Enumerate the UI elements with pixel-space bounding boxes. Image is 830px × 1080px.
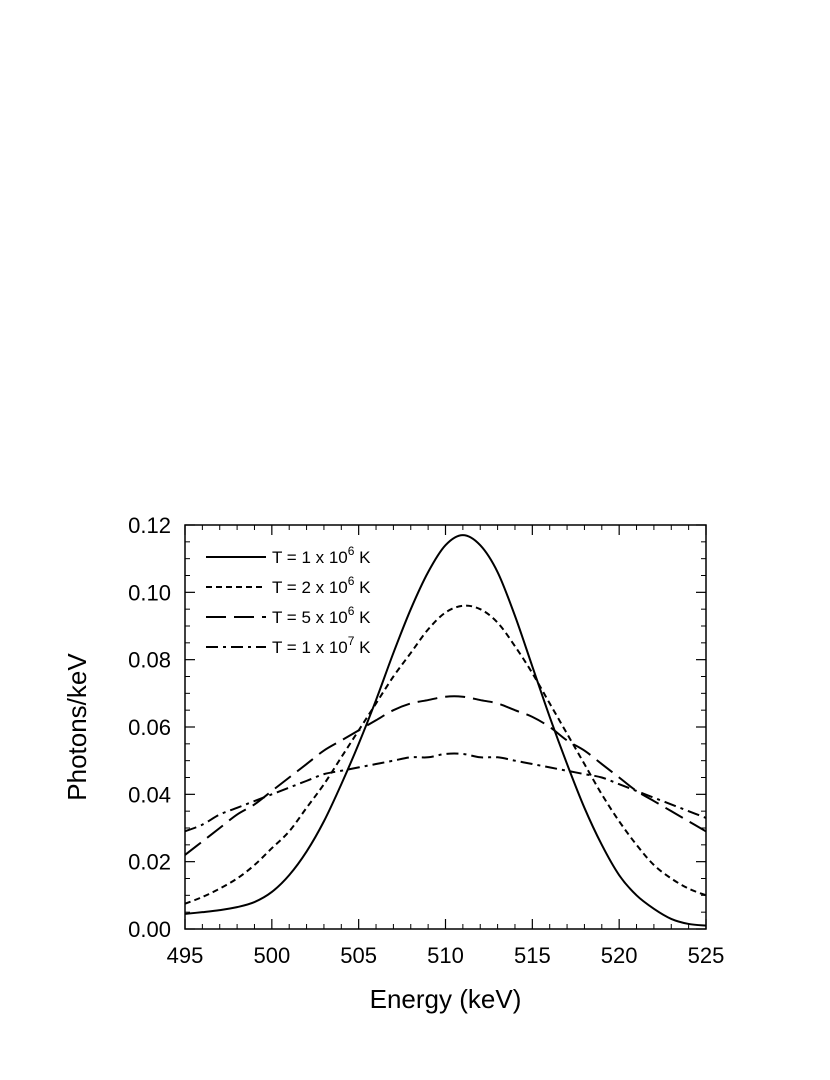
x-tick-label: 525 [688, 943, 725, 968]
x-tick-label: 515 [514, 943, 551, 968]
y-tick-label: 0.02 [128, 850, 171, 875]
series-line-2 [185, 604, 706, 905]
x-tick-label: 495 [167, 943, 204, 968]
y-tick-label: 0.00 [128, 917, 171, 942]
y-tick-label: 0.08 [128, 648, 171, 673]
plot-frame [184, 524, 707, 930]
x-tick-label: 505 [340, 943, 377, 968]
x-axis-title: Energy (keV) [370, 984, 522, 1014]
legend-label-2: T = 2 x 106 K [272, 574, 371, 597]
series-line-4 [185, 752, 706, 833]
y-tick-label: 0.12 [128, 513, 171, 538]
x-tick-label: 520 [601, 943, 638, 968]
legend-label-1: T = 1 x 106 K [272, 544, 371, 567]
y-tick-label: 0.10 [128, 580, 171, 605]
legend-label-4: T = 1 x 107 K [272, 634, 371, 657]
legend-label-3: T = 5 x 106 K [272, 604, 371, 627]
x-tick-label: 500 [253, 943, 290, 968]
y-axis-title: Photons/keV [62, 653, 92, 801]
y-tick-label: 0.04 [128, 782, 171, 807]
y-tick-label: 0.06 [128, 715, 171, 740]
series-line-3 [185, 695, 706, 856]
legend: T = 1 x 106 K T = 2 x 106 K T = 5 x 106 K T… [206, 544, 371, 657]
series-layer [185, 534, 706, 927]
x-tick-label: 510 [427, 943, 464, 968]
series-line-1 [185, 534, 706, 927]
tick-layer: 495 500 505 510 515 520 525 0.00 0.02 0.04 0.06 0.0… [128, 513, 724, 968]
